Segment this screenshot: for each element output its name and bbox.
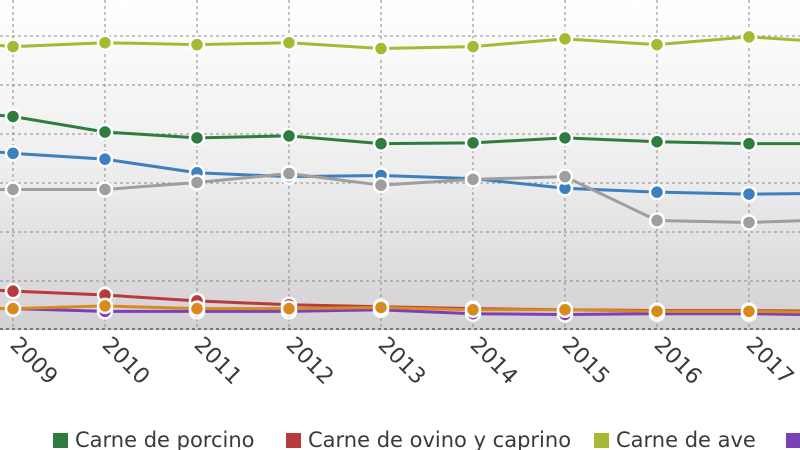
series-3 (0, 28, 800, 57)
data-point[interactable] (96, 181, 114, 198)
legend-label: Carne de ovino y caprino (308, 428, 571, 450)
x-tick-label: 2009 (5, 333, 62, 390)
data-point[interactable] (188, 36, 206, 53)
legend-item[interactable]: Carne de ave (594, 428, 756, 450)
x-tick-label: 2015 (557, 333, 614, 390)
legend-item[interactable]: Carne de porcino (53, 428, 255, 450)
legend-swatch (286, 433, 301, 448)
x-tick-label: 2011 (189, 333, 246, 390)
series-7 (0, 297, 800, 320)
legend-label-cutoff: o (0, 428, 1, 450)
series-layer (0, 28, 800, 323)
data-point[interactable] (740, 303, 758, 320)
grid-lines (0, 0, 800, 329)
data-point[interactable] (648, 36, 666, 53)
x-tick-labels: 2008200920102011201220132014201520162017… (5, 333, 798, 390)
x-tick-label: 2014 (465, 333, 522, 390)
data-point[interactable] (740, 135, 758, 152)
data-point[interactable] (4, 181, 22, 198)
series-6 (0, 165, 800, 231)
data-point[interactable] (464, 171, 482, 188)
data-point[interactable] (96, 297, 114, 315)
x-tick-label: 2016 (649, 333, 706, 390)
data-point[interactable] (556, 129, 574, 147)
legend-label: Carne de ave (616, 428, 756, 450)
series-1 (0, 108, 800, 152)
legend: Carne de porcino Carne de ovino y caprino… (0, 428, 800, 450)
plot-background (0, 0, 800, 330)
data-point[interactable] (280, 127, 298, 145)
data-point[interactable] (372, 299, 390, 316)
data-point[interactable] (96, 123, 114, 141)
data-point[interactable] (280, 300, 298, 317)
data-point[interactable] (4, 300, 22, 317)
data-point[interactable] (372, 176, 390, 194)
data-point[interactable] (4, 108, 22, 125)
data-point[interactable] (96, 150, 114, 168)
data-point[interactable] (280, 165, 298, 182)
data-point[interactable] (648, 212, 666, 229)
data-point[interactable] (740, 214, 758, 231)
legend-swatch (786, 433, 800, 448)
legend-item[interactable]: Carne de ovino y caprino (286, 428, 571, 450)
data-point[interactable] (556, 30, 574, 48)
data-point[interactable] (648, 133, 666, 150)
data-point[interactable] (188, 300, 206, 317)
x-tick-label: 2012 (281, 333, 338, 390)
data-point[interactable] (4, 145, 22, 162)
data-point[interactable] (280, 34, 298, 51)
data-point[interactable] (648, 303, 666, 320)
data-point[interactable] (372, 40, 390, 57)
x-tick-label: 2010 (97, 333, 154, 390)
data-point[interactable] (372, 135, 390, 152)
data-point[interactable] (188, 174, 206, 191)
data-point[interactable] (96, 34, 114, 51)
data-point[interactable] (648, 183, 666, 201)
data-point[interactable] (464, 38, 482, 55)
data-point[interactable] (4, 38, 22, 55)
data-point[interactable] (464, 134, 482, 152)
x-tick-label: 2013 (373, 333, 430, 390)
data-point[interactable] (4, 282, 22, 300)
data-point[interactable] (740, 185, 758, 203)
data-point[interactable] (556, 168, 574, 185)
legend-swatch (594, 433, 609, 448)
x-tick-label: 2017 (741, 333, 798, 390)
data-point[interactable] (556, 301, 574, 319)
data-point[interactable] (464, 301, 482, 319)
legend-swatch (53, 433, 68, 448)
legend-label: Carne de porcino (75, 428, 255, 450)
data-point[interactable] (188, 129, 206, 147)
data-point[interactable] (740, 28, 758, 46)
